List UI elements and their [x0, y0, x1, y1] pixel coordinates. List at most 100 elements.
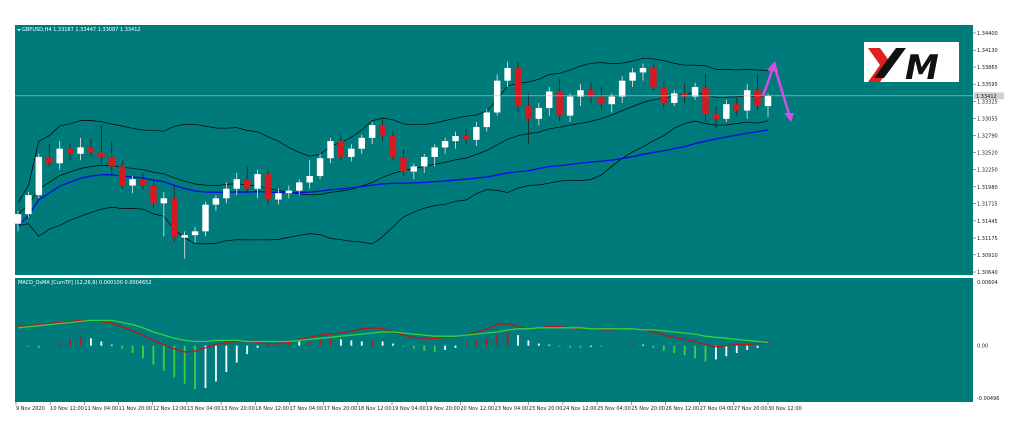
price-tick-label: 1.30910 [977, 253, 998, 259]
price-tick-label: 1.31980 [977, 185, 998, 191]
macd-histogram-bar [412, 345, 415, 349]
candle-body [535, 108, 543, 119]
candle-body [764, 95, 772, 107]
price-tick-label: 1.31445 [977, 219, 998, 225]
time-tick-label: 27 Nov 04:00 [700, 406, 734, 412]
bollinger-lower-band [17, 120, 769, 245]
macd-histogram-bar [746, 345, 749, 350]
candle-body [410, 166, 418, 172]
macd-panel[interactable] [15, 278, 973, 402]
macd-histogram-bar [194, 345, 196, 389]
candle-body [285, 190, 293, 194]
candle-body [150, 185, 157, 204]
macd-histogram-bar [37, 345, 40, 348]
price-panel[interactable] [15, 25, 973, 275]
macd-histogram-bar [162, 345, 165, 372]
candle-body [56, 148, 63, 164]
macd-histogram-bar [735, 345, 738, 354]
candle-body [108, 156, 115, 167]
macd-histogram-bar [423, 345, 426, 351]
macd-histogram-bar [496, 334, 499, 346]
macd-histogram-bar [267, 343, 269, 346]
price-tick-label: 1.34130 [977, 48, 998, 54]
time-tick-label: 30 Nov 12:00 [768, 406, 802, 412]
candle-body [618, 80, 626, 97]
candle-body [358, 137, 365, 149]
macd-histogram-bar [756, 345, 759, 348]
macd-histogram-bar [610, 345, 613, 347]
macd-histogram-bar [319, 340, 321, 346]
candle-body [400, 156, 407, 172]
macd-histogram-bar [652, 345, 655, 348]
candle-body [525, 106, 532, 119]
candle-body [566, 96, 574, 116]
macd-histogram-bar [548, 344, 551, 346]
macd-histogram-bar [340, 339, 342, 346]
candle-body [556, 91, 563, 116]
candle-body [223, 188, 230, 199]
forecast-arrows [761, 61, 794, 122]
up-arrow-shaft [761, 67, 775, 97]
time-tick-label: 25 Nov 04:00 [597, 406, 631, 412]
candle-body [504, 67, 511, 81]
macd-histogram-bar [69, 339, 71, 346]
macd-histogram-bar [246, 345, 249, 355]
time-tick-label: 13 Nov 04:00 [187, 406, 221, 412]
time-tick-label: 23 Nov 20:00 [529, 406, 563, 412]
candle-body [348, 148, 355, 157]
time-tick-label: 17 Nov 04:00 [289, 406, 323, 412]
macd-histogram-bar [600, 345, 603, 347]
macd-histogram-bar [256, 345, 259, 348]
time-tick-label: 26 Nov 12:00 [665, 406, 699, 412]
candle-body [421, 156, 428, 167]
macd-histogram-bar [17, 345, 19, 347]
macd-histogram-bar [110, 344, 113, 346]
time-tick-label: 19 Nov 20:00 [426, 406, 460, 412]
macd-histogram-bar [381, 341, 384, 346]
price-tick-label: 1.30640 [977, 270, 998, 276]
time-tick-label: 11 Nov 04:00 [84, 406, 118, 412]
macd-histogram-bar [131, 345, 134, 354]
candle-body [191, 231, 199, 236]
candle-body [691, 87, 699, 97]
time-tick-label: 11 Nov 20:00 [119, 406, 153, 412]
candle-body [254, 174, 261, 189]
price-tick-label: 1.32790 [977, 133, 998, 139]
candle-body [275, 193, 282, 200]
time-tick-label: 13 Nov 20:00 [221, 406, 255, 412]
macd-histogram-bar [392, 343, 394, 346]
candle-body [733, 104, 740, 111]
candle-body [129, 179, 136, 186]
candle-body [181, 235, 188, 238]
current-price-label: 1.33412 [976, 94, 997, 100]
macd-histogram-bar [204, 345, 207, 388]
macd-histogram-bar [683, 345, 686, 356]
macd-histogram-bar [142, 345, 144, 359]
macd-histogram-bar [298, 341, 301, 346]
candle-body [754, 90, 761, 107]
xm-logo-m: M [905, 48, 939, 88]
macd-tick-label: 0.00 [977, 344, 988, 350]
candle-body [598, 96, 605, 105]
menu-triangle-icon[interactable] [17, 29, 21, 31]
candle-body [493, 80, 501, 113]
candle-body [327, 141, 334, 159]
macd-histogram-bar [152, 345, 155, 365]
candle-body [441, 141, 449, 148]
macd-green-line [17, 319, 769, 344]
time-tick-label: 16 Nov 12:00 [255, 406, 289, 412]
macd-histogram-bar [27, 345, 30, 347]
macd-histogram-bar [454, 345, 457, 348]
macd-histogram-bar [183, 345, 186, 384]
price-tick-label: 1.33595 [977, 82, 998, 88]
time-tick-label: 23 Nov 04:00 [495, 406, 529, 412]
candle-body [118, 166, 126, 186]
candle-body [212, 198, 220, 205]
macd-histogram-bar [662, 345, 665, 351]
candle-body [389, 135, 397, 157]
macd-histogram-bar [673, 345, 676, 354]
macd-tick-label: 0.00604 [977, 280, 998, 286]
macd-y-axis: 0.00604 0.00 -0.00496 [977, 280, 999, 402]
time-tick-label: 17 Nov 20:00 [324, 406, 358, 412]
candle-body [14, 214, 22, 224]
